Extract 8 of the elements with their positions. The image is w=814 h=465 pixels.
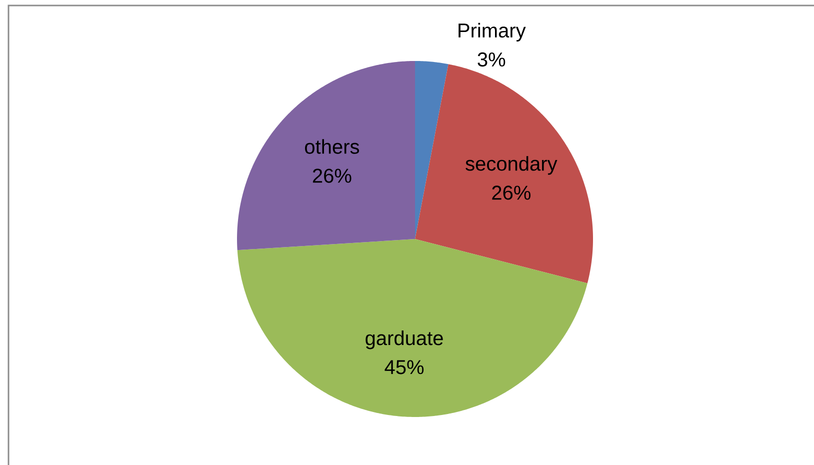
slice-label: garduate: [366, 330, 443, 350]
slice-label: Primary: [458, 22, 526, 42]
data-label: 45%: [384, 360, 424, 374]
data-label: 26%: [492, 186, 530, 200]
data-label: 26%: [312, 168, 352, 183]
data-label: 3%: [478, 52, 506, 67]
slice-label: secondary: [466, 156, 558, 175]
slice-label: others: [305, 139, 360, 154]
